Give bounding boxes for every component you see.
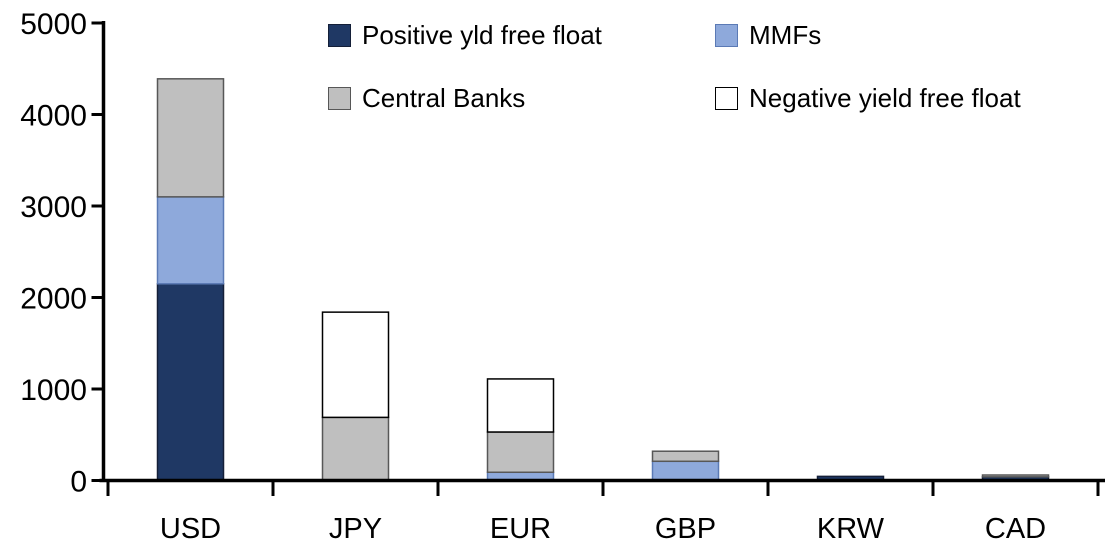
bar-segment-GBP-mmfs	[651, 460, 720, 482]
y-tick-label-2000: 2000	[20, 283, 87, 316]
bar-segment-GBP-central-banks	[651, 450, 720, 463]
bar-segment-JPY-central-banks	[321, 416, 390, 482]
x-category-label-CAD: CAD	[985, 513, 1046, 545]
x-category-label-JPY: JPY	[329, 513, 382, 545]
bar-segment-EUR-negative-yield-free-float	[486, 378, 555, 433]
bar-segment-JPY-negative-yield-free-float	[321, 311, 390, 419]
bar-segment-USD-central-banks	[156, 78, 225, 198]
bar-segment-EUR-central-banks	[486, 431, 555, 474]
y-tick-label-0: 0	[70, 466, 87, 499]
y-tick-label-4000: 4000	[20, 100, 87, 133]
x-category-label-EUR: EUR	[490, 513, 551, 545]
x-category-label-KRW: KRW	[817, 513, 885, 545]
bar-segment-CAD-central-banks	[981, 474, 1050, 478]
bar-segment-USD-mmfs	[156, 196, 225, 285]
bar-segment-USD-positive-yld-free-float	[156, 283, 225, 482]
x-category-label-GBP: GBP	[655, 513, 716, 545]
y-tick-label-3000: 3000	[20, 191, 87, 224]
x-category-label-USD: USD	[160, 513, 221, 545]
y-tick-label-1000: 1000	[20, 374, 87, 407]
y-tick-label-5000: 5000	[20, 8, 87, 41]
